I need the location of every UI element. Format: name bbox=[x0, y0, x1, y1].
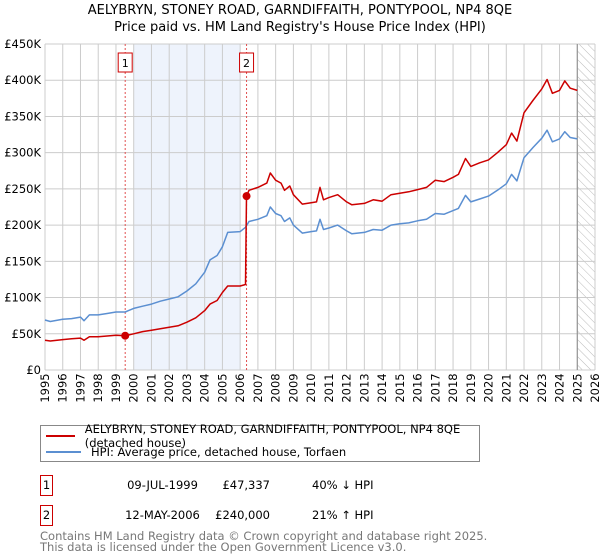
x-tick-label: 2018 bbox=[446, 373, 460, 402]
legend-item-property: AELYBRYN, STONEY ROAD, GARNDIFFAITH, PON… bbox=[41, 422, 479, 450]
x-tick-label: 2025 bbox=[570, 373, 584, 402]
plot-area: 1995 1996 1997 1998 1999 2000 2001 2002 2003 2004… bbox=[4, 37, 600, 403]
chart-title: AELYBRYN, STONEY ROAD, GARNDIFFAITH, PON… bbox=[87, 3, 513, 18]
x-tick-label: 2020 bbox=[482, 373, 496, 402]
x-tick-label: 2023 bbox=[535, 373, 549, 402]
x-tick-label: 2026 bbox=[588, 373, 600, 402]
x-tick-label: 2024 bbox=[553, 373, 567, 402]
y-tick-label: £300K bbox=[4, 146, 41, 160]
y-tick-label: £350K bbox=[4, 109, 41, 123]
hpi-line bbox=[44, 129, 578, 323]
x-tick-label: 2014 bbox=[375, 373, 389, 402]
y-tick-label: £0 bbox=[26, 363, 41, 377]
x-tick-label: 2016 bbox=[411, 373, 425, 402]
legend: AELYBRYN, STONEY ROAD, GARNDIFFAITH, PON… bbox=[40, 422, 480, 462]
sale-date: 09-JUL-1999 bbox=[127, 478, 198, 492]
sale-marker: 2 bbox=[40, 505, 53, 526]
sale-point bbox=[121, 331, 130, 340]
chart-subtitle: Price paid vs. HM Land Registry's House … bbox=[114, 20, 486, 35]
legend-swatch-blue bbox=[46, 451, 81, 453]
footer-licence: This data is licensed under the Open Gov… bbox=[40, 540, 407, 554]
sale-price: £240,000 bbox=[215, 508, 270, 522]
x-tick-label: 2011 bbox=[322, 373, 336, 402]
sale-marker: 1 bbox=[40, 475, 53, 496]
x-tick-label: 2019 bbox=[464, 373, 478, 402]
x-tick-label: 2000 bbox=[127, 373, 141, 402]
y-tick-label: £200K bbox=[4, 218, 41, 232]
y-tick-label: £400K bbox=[4, 73, 41, 87]
x-tick-label: 2007 bbox=[251, 373, 265, 402]
x-tick-label: 2010 bbox=[304, 373, 318, 402]
sale-marker-label: 2 bbox=[243, 57, 250, 70]
x-tick-label: 1996 bbox=[56, 373, 70, 402]
sale-point bbox=[242, 192, 251, 201]
y-tick-label: £150K bbox=[4, 254, 41, 268]
sale-marker-label: 1 bbox=[122, 57, 129, 70]
legend-label: HPI: Average price, detached house, Torf… bbox=[91, 445, 347, 459]
x-tick-label: 2002 bbox=[162, 373, 176, 402]
x-tick-label: 2004 bbox=[198, 373, 212, 402]
y-tick-label: £100K bbox=[4, 291, 41, 305]
x-tick-label: 2001 bbox=[144, 373, 158, 402]
x-tick-label: 2017 bbox=[428, 373, 442, 402]
sale-marker-box bbox=[117, 52, 133, 73]
x-tick-label: 2006 bbox=[233, 373, 247, 402]
sale-date: 12-MAY-2006 bbox=[125, 508, 200, 522]
y-tick-label: £50K bbox=[12, 327, 42, 341]
x-tick-label: 2008 bbox=[269, 373, 283, 402]
x-tick-label: 2022 bbox=[517, 373, 531, 402]
y-tick-label: £250K bbox=[4, 182, 41, 196]
forecast-hatch bbox=[577, 44, 595, 370]
sale-hpi-diff: 40% ↓ HPI bbox=[312, 478, 374, 492]
x-tick-label: 2015 bbox=[393, 373, 407, 402]
x-tick-label: 2013 bbox=[357, 373, 371, 402]
x-tick-label: 1997 bbox=[73, 373, 87, 402]
sale-price: £47,337 bbox=[222, 478, 270, 492]
sale-marker-box bbox=[239, 52, 255, 73]
y-tick-label: £450K bbox=[4, 37, 41, 51]
legend-swatch-red bbox=[46, 435, 75, 437]
x-tick-label: 1999 bbox=[109, 373, 123, 402]
x-tick-label: 1995 bbox=[38, 373, 52, 402]
x-tick-label: 2021 bbox=[499, 373, 513, 402]
x-tick-label: 2003 bbox=[180, 373, 194, 402]
footer-copyright: Contains HM Land Registry data © Crown c… bbox=[40, 529, 488, 543]
sale-hpi-diff: 21% ↑ HPI bbox=[312, 508, 374, 522]
x-tick-label: 2009 bbox=[286, 373, 300, 402]
price-paid-line bbox=[44, 78, 578, 342]
legend-label: AELYBRYN, STONEY ROAD, GARNDIFFAITH, PON… bbox=[84, 422, 461, 450]
x-tick-label: 2005 bbox=[215, 373, 229, 402]
x-tick-label: 2012 bbox=[340, 373, 354, 402]
x-tick-label: 1998 bbox=[91, 373, 105, 402]
legend-item-hpi: HPI: Average price, detached house, Torf… bbox=[41, 444, 346, 460]
